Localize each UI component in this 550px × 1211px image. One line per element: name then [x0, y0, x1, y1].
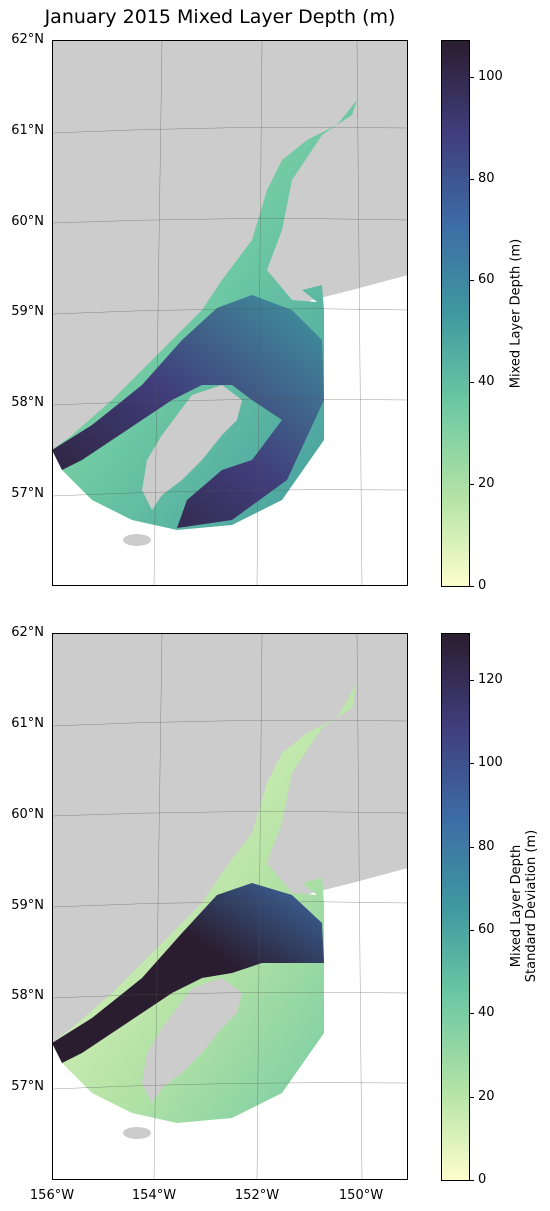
- small-island: [123, 1127, 151, 1139]
- colorbar-tick-mark: [469, 846, 474, 848]
- colorbar-tick-mark: [469, 1096, 474, 1098]
- lat-label-60-top: 60°N: [11, 214, 44, 229]
- small-island: [123, 534, 151, 546]
- colorbar-tick-label: 80: [478, 838, 495, 854]
- lon-label-156: 156°W: [29, 1188, 75, 1203]
- colorbar-tick-label: 80: [478, 170, 495, 186]
- kodiak-island-overlay: [142, 385, 242, 510]
- colorbar-tick-mark: [469, 382, 474, 384]
- colorbar-tick-mark: [469, 280, 474, 282]
- lat-label-59-bottom: 59°N: [11, 898, 44, 913]
- colorbar-top: [441, 40, 470, 587]
- map-bottom: [52, 633, 408, 1180]
- colorbar-tick-mark: [469, 586, 474, 587]
- colorbar-tick-label: 60: [478, 921, 495, 937]
- colorbar-tick-mark: [469, 1180, 474, 1181]
- lat-label-58-bottom: 58°N: [11, 988, 44, 1003]
- colorbar-tick-label: 120: [478, 671, 503, 687]
- colorbar-tick-mark: [469, 929, 474, 931]
- graticule: [52, 40, 408, 586]
- colorbar-tick-mark: [469, 679, 474, 681]
- figure-title: January 2015 Mixed Layer Depth (m): [44, 6, 396, 28]
- lat-label-62-bottom: 62°N: [11, 625, 44, 640]
- lat-label-59-top: 59°N: [11, 304, 44, 319]
- colorbar-tick-label: 60: [478, 272, 495, 288]
- colorbar-tick-label: 100: [478, 755, 503, 771]
- map-frame: [52, 633, 408, 1180]
- colorbar-tick-mark: [469, 1013, 474, 1015]
- colorbar-tick-mark: [469, 763, 474, 765]
- colorbar-tick-label: 20: [478, 1088, 495, 1104]
- colorbar-tick-mark: [469, 484, 474, 486]
- lat-label-61-bottom: 61°N: [11, 716, 44, 731]
- map-frame: [52, 40, 408, 586]
- lon-label-150: 150°W: [338, 1188, 384, 1203]
- colorbar-tick-mark: [469, 76, 474, 78]
- lon-label-154: 154°W: [131, 1188, 177, 1203]
- lat-label-58-top: 58°N: [11, 395, 44, 410]
- land-mass: [52, 40, 408, 450]
- colorbar-bottom-label: Mixed Layer Depth Standard Deviation (m): [509, 829, 539, 983]
- colorbar-tick-label: 0: [478, 1172, 487, 1187]
- lon-label-152: 152°W: [234, 1188, 280, 1203]
- land-mass: [52, 633, 408, 1043]
- map-panel-bottom: [52, 633, 408, 1180]
- colorbar-top-label: Mixed Layer Depth (m): [508, 238, 524, 389]
- graticule: [52, 633, 408, 1180]
- colorbar-tick-label: 40: [478, 374, 495, 390]
- std-deep-channel: [52, 883, 324, 1063]
- colorbar-tick-label: 0: [478, 578, 487, 593]
- kodiak-island: [142, 978, 242, 1103]
- lat-label-57-top: 57°N: [11, 486, 44, 501]
- lat-label-57-bottom: 57°N: [11, 1079, 44, 1094]
- mld-deep-channel: [52, 295, 324, 528]
- colorbar-tick-label: 100: [478, 68, 503, 84]
- map-top: [52, 40, 408, 586]
- lat-label-61-top: 61°N: [11, 123, 44, 138]
- colorbar-bottom: [441, 633, 470, 1181]
- lat-label-62-top: 62°N: [11, 32, 44, 47]
- colorbar-tick-label: 20: [478, 476, 495, 492]
- lat-label-60-bottom: 60°N: [11, 807, 44, 822]
- colorbar-tick-label: 40: [478, 1005, 495, 1021]
- colorbar-tick-mark: [469, 178, 474, 180]
- map-panel-top: [52, 40, 408, 586]
